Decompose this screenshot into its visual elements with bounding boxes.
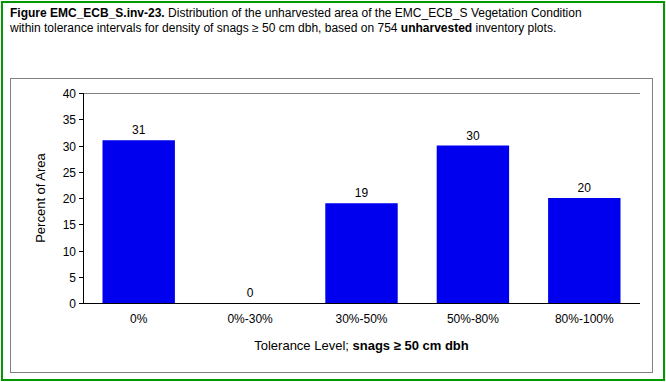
- title-part: inventory plots.: [472, 21, 556, 35]
- y-tick: [79, 277, 83, 278]
- title-part: unharvested: [401, 21, 472, 35]
- x-axis-label: Tolerance Level; snags ≥ 50 cm dbh: [254, 338, 469, 353]
- y-axis: [83, 93, 84, 303]
- chart-box: [11, 79, 653, 373]
- x-tick-label: 50%-80%: [447, 312, 499, 326]
- x-axis-label-part: Tolerance Level;: [254, 338, 352, 353]
- title: Figure EMC_ECB_S.inv-23. Distribution of…: [10, 6, 590, 36]
- y-tick-label: 30: [63, 140, 77, 154]
- title-part: Figure EMC_ECB_S.inv-23.: [10, 6, 165, 20]
- x-tick-label: 80%-100%: [555, 312, 614, 326]
- y-tick: [79, 198, 83, 199]
- bar: [214, 303, 286, 304]
- y-tick: [79, 224, 83, 225]
- x-tick-label: 30%-50%: [335, 312, 387, 326]
- y-axis-label: Percent of Area: [33, 152, 48, 242]
- y-tick: [79, 146, 83, 147]
- bar: [437, 146, 509, 304]
- y-tick: [79, 251, 83, 252]
- bar: [548, 198, 620, 303]
- y-tick: [79, 93, 83, 94]
- y-tick-label: 40: [63, 87, 77, 101]
- y-tick: [79, 172, 83, 173]
- y-tick-label: 20: [63, 192, 77, 206]
- y-tick: [79, 119, 83, 120]
- y-tick-label: 5: [69, 271, 76, 285]
- bar: [325, 203, 397, 303]
- data-label: 31: [132, 123, 146, 137]
- y-tick: [79, 303, 83, 304]
- data-label: 19: [355, 186, 369, 200]
- y-tick-label: 15: [63, 218, 77, 232]
- y-tick-label: 0: [69, 297, 76, 311]
- x-tick-label: 0%-30%: [227, 312, 273, 326]
- y-tick-label: 25: [63, 166, 77, 180]
- plot-top-line: [83, 93, 640, 94]
- data-label: 30: [466, 129, 480, 143]
- x-axis-label-part: snags ≥ 50 cm dbh: [353, 338, 469, 353]
- x-tick-label: 0%: [130, 312, 148, 326]
- y-tick-label: 35: [63, 113, 77, 127]
- y-tick-label: 10: [63, 245, 77, 259]
- x-axis: [83, 303, 640, 304]
- bars: [102, 140, 620, 303]
- data-label: 0: [247, 286, 254, 300]
- chart: 0 5 10 15 20 25 30 35 40 31 0% 0 0%-30% 19 30%-50% 30 50…: [0, 0, 666, 382]
- bar: [102, 140, 174, 303]
- data-label: 20: [578, 181, 592, 195]
